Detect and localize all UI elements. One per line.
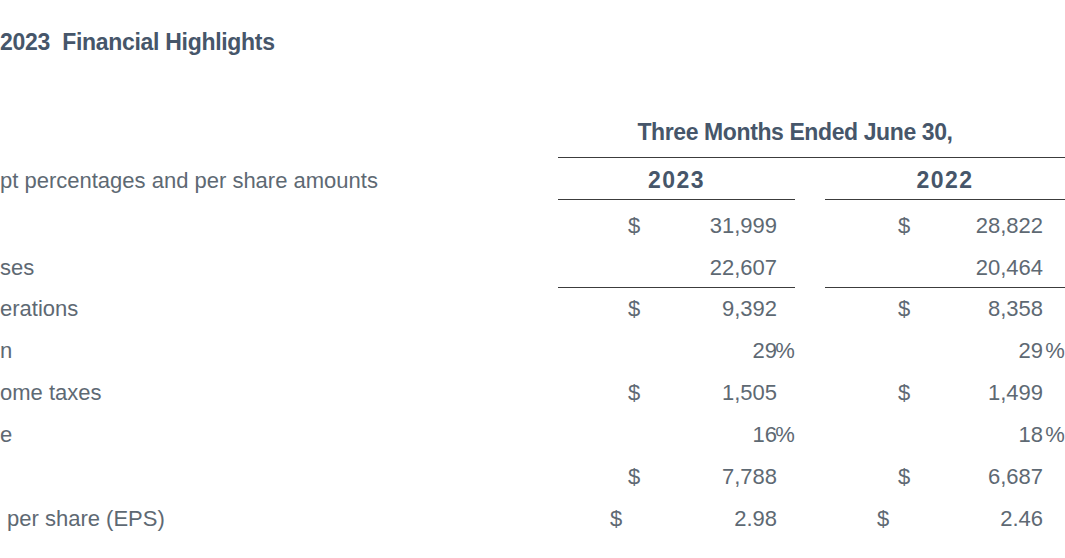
cell-value: 2.46 [913, 506, 1043, 532]
value-cell-2023: $7,788 [558, 464, 795, 490]
table-row: per share (EPS)$2.98$2.46 [0, 506, 1065, 532]
value-cell-2022: 18% [825, 422, 1065, 448]
column-divider-2022 [825, 199, 1065, 200]
table-row: n29%29% [0, 338, 1065, 364]
value-cell-2023: $9,392 [558, 296, 795, 322]
period-header-divider [558, 157, 1065, 158]
page-title: 2023 Financial Highlights [0, 28, 275, 56]
value-cell-2022: $6,687 [825, 464, 1065, 490]
cell-value: 20,464 [913, 255, 1043, 281]
dollar-sign: $ [898, 213, 910, 239]
cell-value: 6,687 [913, 464, 1043, 490]
cell-value: 1,499 [913, 380, 1043, 406]
percent-sign: % [775, 422, 795, 448]
dollar-sign: $ [628, 464, 640, 490]
percent-sign: % [1045, 338, 1065, 364]
dollar-sign: $ [898, 380, 910, 406]
cell-value: 18 [913, 422, 1043, 448]
row-label-fragment: e [0, 422, 12, 448]
dollar-sign: $ [898, 464, 910, 490]
value-cell-2023: 16% [558, 422, 795, 448]
dollar-sign: $ [628, 296, 640, 322]
cell-value: 7,788 [646, 464, 777, 490]
value-cell-2022: $8,358 [825, 296, 1065, 322]
value-cell-2022: 29% [825, 338, 1065, 364]
row-label-fragment: per share (EPS) [7, 506, 165, 532]
cell-value: 28,822 [913, 213, 1043, 239]
column-divider-2023 [558, 199, 795, 200]
value-cell-2022: $1,499 [825, 380, 1065, 406]
row-label-fragment: ses [0, 255, 34, 281]
financial-highlights-page: 2023 Financial Highlights pt percentages… [0, 0, 1065, 558]
percent-sign: % [775, 338, 795, 364]
dollar-sign: $ [628, 213, 640, 239]
value-cell-2022: $2.46 [825, 506, 1065, 532]
value-cell-2023: 22,607 [558, 255, 795, 281]
value-cell-2023: $31,999 [558, 213, 795, 239]
value-cell-2022: 20,464 [825, 255, 1065, 281]
cell-value: 31,999 [646, 213, 777, 239]
cell-value: 22,607 [646, 255, 777, 281]
cell-value: 29 [913, 338, 1043, 364]
period-header: Three Months Ended June 30, [558, 119, 1032, 145]
table-row: $31,999$28,822 [0, 213, 1065, 239]
subtotal-divider-2022 [825, 287, 1065, 288]
cell-value: 9,392 [646, 296, 777, 322]
table-row: ses 22,607 20,464 [0, 255, 1065, 281]
cell-value: 2.98 [646, 506, 777, 532]
value-cell-2023: 29% [558, 338, 795, 364]
dollar-sign: $ [628, 380, 640, 406]
percent-sign: % [1045, 422, 1065, 448]
subtotal-divider-2023 [558, 287, 795, 288]
table-row: e16%18% [0, 422, 1065, 448]
value-cell-2023: $2.98 [558, 506, 795, 532]
column-header-2022: 2022 [825, 168, 1065, 192]
dollar-sign: $ [610, 506, 622, 532]
row-label-fragment: ome taxes [0, 380, 102, 406]
cell-value: 1,505 [646, 380, 777, 406]
table-row: erations$9,392$8,358 [0, 296, 1065, 322]
table-row: ome taxes$1,505$1,499 [0, 380, 1065, 406]
cell-value: 8,358 [913, 296, 1043, 322]
row-label-fragment: erations [0, 296, 78, 322]
table-caption-fragment: pt percentages and per share amounts [0, 168, 378, 194]
row-label-fragment: n [0, 338, 12, 364]
cell-value: 16 [646, 422, 777, 448]
cell-value: 29 [646, 338, 777, 364]
dollar-sign: $ [898, 296, 910, 322]
column-header-2023: 2023 [558, 168, 795, 192]
value-cell-2023: $1,505 [558, 380, 795, 406]
dollar-sign: $ [877, 506, 889, 532]
table-row: $7,788$6,687 [0, 464, 1065, 490]
value-cell-2022: $28,822 [825, 213, 1065, 239]
